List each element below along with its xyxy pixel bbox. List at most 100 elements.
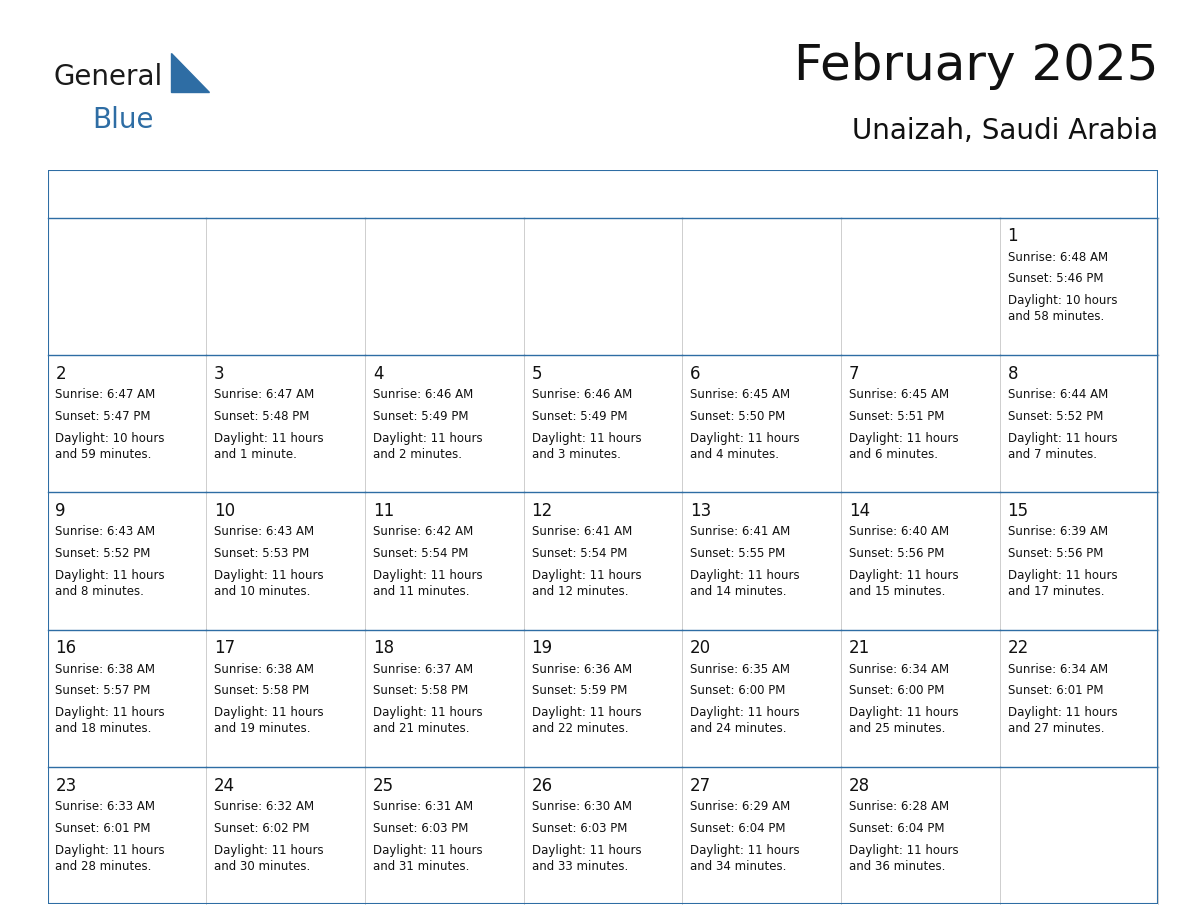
Text: 27: 27	[690, 777, 712, 794]
Text: 23: 23	[56, 777, 77, 794]
Text: 5: 5	[531, 364, 542, 383]
Text: Sunset: 6:04 PM: Sunset: 6:04 PM	[690, 822, 785, 834]
Text: Sunrise: 6:47 AM: Sunrise: 6:47 AM	[214, 388, 315, 401]
Text: Daylight: 11 hours
and 7 minutes.: Daylight: 11 hours and 7 minutes.	[1007, 431, 1117, 461]
Text: Sunset: 6:03 PM: Sunset: 6:03 PM	[531, 822, 627, 834]
Text: Daylight: 11 hours
and 28 minutes.: Daylight: 11 hours and 28 minutes.	[56, 844, 165, 873]
Text: 14: 14	[849, 502, 870, 520]
Text: February 2025: February 2025	[794, 42, 1158, 90]
Text: 25: 25	[373, 777, 394, 794]
Text: Sunrise: 6:46 AM: Sunrise: 6:46 AM	[531, 388, 632, 401]
Text: 2: 2	[56, 364, 67, 383]
Text: Daylight: 11 hours
and 30 minutes.: Daylight: 11 hours and 30 minutes.	[214, 844, 324, 873]
Text: Sunrise: 6:39 AM: Sunrise: 6:39 AM	[1007, 525, 1107, 538]
Text: General: General	[53, 63, 163, 92]
Text: Sunrise: 6:37 AM: Sunrise: 6:37 AM	[373, 663, 473, 676]
Text: Sunset: 5:58 PM: Sunset: 5:58 PM	[373, 685, 468, 698]
Text: Sunrise: 6:47 AM: Sunrise: 6:47 AM	[56, 388, 156, 401]
Text: Sunrise: 6:35 AM: Sunrise: 6:35 AM	[690, 663, 790, 676]
Text: Sunset: 5:52 PM: Sunset: 5:52 PM	[1007, 409, 1102, 423]
Text: Sunset: 6:01 PM: Sunset: 6:01 PM	[1007, 685, 1102, 698]
Text: Sunrise: 6:29 AM: Sunrise: 6:29 AM	[690, 800, 790, 812]
Text: Daylight: 11 hours
and 3 minutes.: Daylight: 11 hours and 3 minutes.	[531, 431, 642, 461]
Text: 4: 4	[373, 364, 384, 383]
Text: Sunset: 6:01 PM: Sunset: 6:01 PM	[56, 822, 151, 834]
Text: Sunrise: 6:44 AM: Sunrise: 6:44 AM	[1007, 388, 1107, 401]
Text: Daylight: 11 hours
and 15 minutes.: Daylight: 11 hours and 15 minutes.	[849, 569, 959, 599]
Text: Blue: Blue	[91, 106, 153, 134]
Text: Sunset: 5:57 PM: Sunset: 5:57 PM	[56, 685, 151, 698]
Text: 19: 19	[531, 639, 552, 657]
Text: Daylight: 11 hours
and 18 minutes.: Daylight: 11 hours and 18 minutes.	[56, 707, 165, 735]
Text: 1: 1	[1007, 227, 1018, 245]
Text: Daylight: 11 hours
and 21 minutes.: Daylight: 11 hours and 21 minutes.	[373, 707, 482, 735]
Text: Sunrise: 6:32 AM: Sunrise: 6:32 AM	[214, 800, 315, 812]
Text: Sunrise: 6:43 AM: Sunrise: 6:43 AM	[56, 525, 156, 538]
Text: Sunset: 5:59 PM: Sunset: 5:59 PM	[531, 685, 627, 698]
Text: Daylight: 11 hours
and 25 minutes.: Daylight: 11 hours and 25 minutes.	[849, 707, 959, 735]
Text: 11: 11	[373, 502, 394, 520]
Text: Sunrise: 6:36 AM: Sunrise: 6:36 AM	[531, 663, 632, 676]
Text: 20: 20	[690, 639, 712, 657]
Text: Daylight: 11 hours
and 1 minute.: Daylight: 11 hours and 1 minute.	[214, 431, 324, 461]
Text: Daylight: 11 hours
and 27 minutes.: Daylight: 11 hours and 27 minutes.	[1007, 707, 1117, 735]
Text: Sunset: 6:00 PM: Sunset: 6:00 PM	[849, 685, 944, 698]
Text: Daylight: 11 hours
and 24 minutes.: Daylight: 11 hours and 24 minutes.	[690, 707, 800, 735]
Text: Sunset: 5:54 PM: Sunset: 5:54 PM	[373, 547, 468, 560]
Text: Sunset: 5:49 PM: Sunset: 5:49 PM	[373, 409, 468, 423]
Text: Sunset: 6:04 PM: Sunset: 6:04 PM	[849, 822, 944, 834]
Text: Sunrise: 6:41 AM: Sunrise: 6:41 AM	[531, 525, 632, 538]
Text: Daylight: 10 hours
and 59 minutes.: Daylight: 10 hours and 59 minutes.	[56, 431, 165, 461]
Text: 6: 6	[690, 364, 701, 383]
Text: 13: 13	[690, 502, 712, 520]
Text: Sunrise: 6:30 AM: Sunrise: 6:30 AM	[531, 800, 632, 812]
Text: Saturday: Saturday	[1012, 185, 1104, 203]
Text: Daylight: 11 hours
and 33 minutes.: Daylight: 11 hours and 33 minutes.	[531, 844, 642, 873]
Text: Daylight: 11 hours
and 36 minutes.: Daylight: 11 hours and 36 minutes.	[849, 844, 959, 873]
Text: Sunset: 6:00 PM: Sunset: 6:00 PM	[690, 685, 785, 698]
Text: Sunrise: 6:42 AM: Sunrise: 6:42 AM	[373, 525, 473, 538]
Text: Daylight: 11 hours
and 8 minutes.: Daylight: 11 hours and 8 minutes.	[56, 569, 165, 599]
Text: 28: 28	[849, 777, 870, 794]
Text: Wednesday: Wednesday	[536, 185, 652, 203]
Text: 7: 7	[849, 364, 859, 383]
Text: Sunrise: 6:34 AM: Sunrise: 6:34 AM	[1007, 663, 1107, 676]
Text: Daylight: 10 hours
and 58 minutes.: Daylight: 10 hours and 58 minutes.	[1007, 295, 1117, 323]
Text: Sunset: 5:51 PM: Sunset: 5:51 PM	[849, 409, 944, 423]
Text: Sunset: 5:53 PM: Sunset: 5:53 PM	[214, 547, 309, 560]
Text: Friday: Friday	[854, 185, 916, 203]
Text: 12: 12	[531, 502, 552, 520]
Text: 10: 10	[214, 502, 235, 520]
Text: Daylight: 11 hours
and 14 minutes.: Daylight: 11 hours and 14 minutes.	[690, 569, 800, 599]
Text: Daylight: 11 hours
and 2 minutes.: Daylight: 11 hours and 2 minutes.	[373, 431, 482, 461]
Text: Sunrise: 6:31 AM: Sunrise: 6:31 AM	[373, 800, 473, 812]
Text: Sunset: 6:03 PM: Sunset: 6:03 PM	[373, 822, 468, 834]
Text: 9: 9	[56, 502, 67, 520]
Text: Sunset: 5:56 PM: Sunset: 5:56 PM	[1007, 547, 1102, 560]
Polygon shape	[171, 53, 209, 92]
Text: Sunrise: 6:45 AM: Sunrise: 6:45 AM	[849, 388, 949, 401]
Text: 15: 15	[1007, 502, 1029, 520]
Text: Sunset: 5:52 PM: Sunset: 5:52 PM	[56, 547, 151, 560]
Text: Sunset: 5:47 PM: Sunset: 5:47 PM	[56, 409, 151, 423]
Text: Sunset: 5:48 PM: Sunset: 5:48 PM	[214, 409, 310, 423]
Text: Daylight: 11 hours
and 34 minutes.: Daylight: 11 hours and 34 minutes.	[690, 844, 800, 873]
Text: Sunday: Sunday	[61, 185, 134, 203]
Text: 3: 3	[214, 364, 225, 383]
Text: 26: 26	[531, 777, 552, 794]
Text: Daylight: 11 hours
and 31 minutes.: Daylight: 11 hours and 31 minutes.	[373, 844, 482, 873]
Text: Sunrise: 6:45 AM: Sunrise: 6:45 AM	[690, 388, 790, 401]
Text: Sunrise: 6:40 AM: Sunrise: 6:40 AM	[849, 525, 949, 538]
Text: Sunset: 5:49 PM: Sunset: 5:49 PM	[531, 409, 627, 423]
Text: Sunset: 5:50 PM: Sunset: 5:50 PM	[690, 409, 785, 423]
Text: Sunset: 5:46 PM: Sunset: 5:46 PM	[1007, 273, 1102, 285]
Text: Sunrise: 6:41 AM: Sunrise: 6:41 AM	[690, 525, 790, 538]
Text: Sunset: 5:56 PM: Sunset: 5:56 PM	[849, 547, 944, 560]
Text: Unaizah, Saudi Arabia: Unaizah, Saudi Arabia	[852, 118, 1158, 145]
Text: Sunrise: 6:43 AM: Sunrise: 6:43 AM	[214, 525, 315, 538]
Text: Sunrise: 6:48 AM: Sunrise: 6:48 AM	[1007, 251, 1107, 263]
Text: 8: 8	[1007, 364, 1018, 383]
Text: Daylight: 11 hours
and 17 minutes.: Daylight: 11 hours and 17 minutes.	[1007, 569, 1117, 599]
Text: Daylight: 11 hours
and 12 minutes.: Daylight: 11 hours and 12 minutes.	[531, 569, 642, 599]
Text: 22: 22	[1007, 639, 1029, 657]
